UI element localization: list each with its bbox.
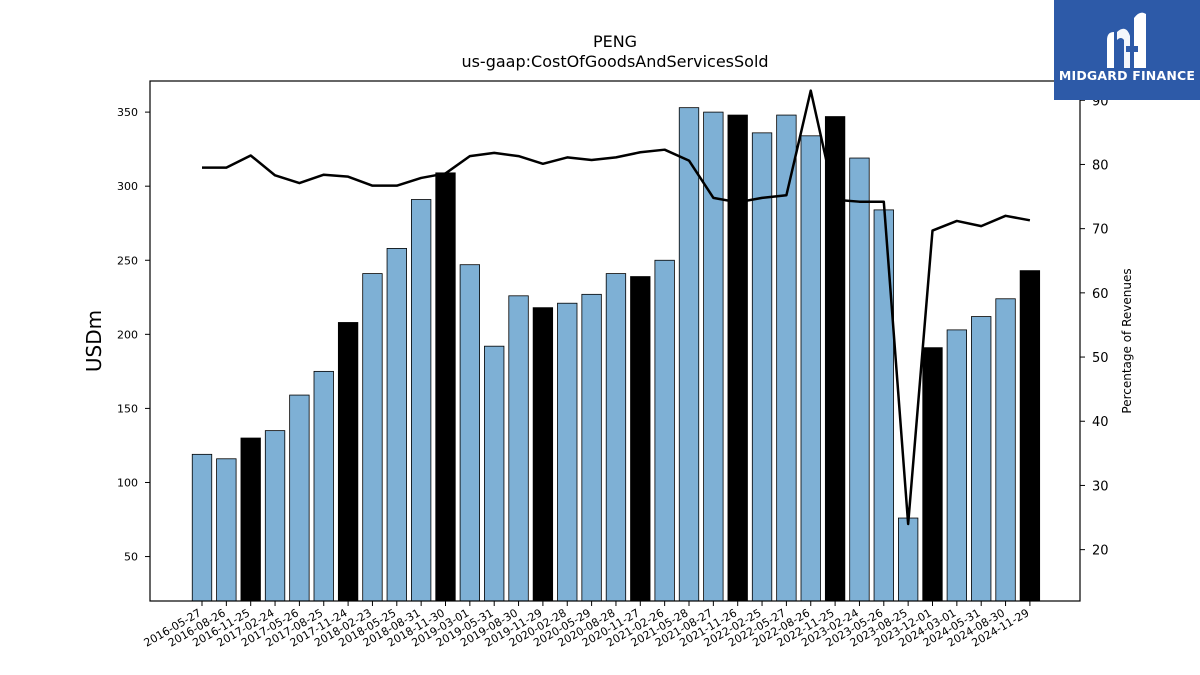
y-tick-label: 50 <box>124 551 138 564</box>
bar <box>216 458 237 602</box>
y-axis-label: USDm <box>82 310 106 372</box>
bar <box>1019 270 1041 602</box>
bar <box>971 316 992 602</box>
midgard-logo-icon <box>1107 12 1146 69</box>
bar <box>776 114 797 602</box>
y2-tick-label: 80 <box>1092 158 1109 173</box>
bar <box>508 295 529 602</box>
bar <box>654 259 675 602</box>
y-tick-label: 250 <box>117 254 138 267</box>
bar <box>532 307 554 602</box>
bar <box>946 329 967 602</box>
bar <box>557 302 578 602</box>
bar <box>313 370 334 602</box>
bar <box>459 264 481 602</box>
chart-title: PENG <box>592 32 638 51</box>
bar <box>727 114 748 602</box>
bar <box>995 298 1016 602</box>
y-tick-label: 350 <box>117 106 138 119</box>
bar <box>337 322 359 602</box>
bar <box>605 273 627 602</box>
brand-name: MIDGARD FINANCE <box>1058 68 1196 83</box>
bar <box>800 135 821 602</box>
bar <box>484 345 505 602</box>
y2-tick-label: 40 <box>1092 415 1109 430</box>
bar <box>191 453 213 602</box>
y2-tick-label: 50 <box>1092 351 1109 366</box>
y-tick-label: 150 <box>117 402 138 415</box>
bar <box>289 394 310 602</box>
y2-axis-label: Percentage of Revenues <box>1120 268 1134 413</box>
y-tick-label: 100 <box>117 476 138 489</box>
bar <box>849 157 870 602</box>
y-tick-label: 300 <box>117 180 138 193</box>
bar <box>824 116 846 602</box>
plot-frame <box>149 80 1081 602</box>
chart-subtitle: us-gaap:CostOfGoodsAndServicesSold <box>461 52 769 71</box>
y2-tick-label: 20 <box>1092 544 1109 559</box>
bar <box>386 248 407 602</box>
y2-tick-label: 60 <box>1092 287 1109 302</box>
bar <box>922 347 943 602</box>
bar <box>435 172 456 602</box>
y2-tick-label: 70 <box>1092 223 1109 238</box>
bar <box>264 430 286 602</box>
bar <box>873 209 894 602</box>
bar <box>630 276 651 602</box>
y-tick-label: 200 <box>117 328 138 341</box>
bar <box>362 273 383 602</box>
y2-tick-label: 30 <box>1092 479 1109 494</box>
bar <box>410 199 432 602</box>
bar <box>898 517 919 602</box>
brand-logo: MIDGARD FINANCE <box>1054 0 1200 100</box>
bar <box>751 132 773 602</box>
bar <box>240 437 261 602</box>
bar <box>581 293 602 602</box>
bar <box>678 107 700 602</box>
percentage-line <box>202 89 1031 526</box>
